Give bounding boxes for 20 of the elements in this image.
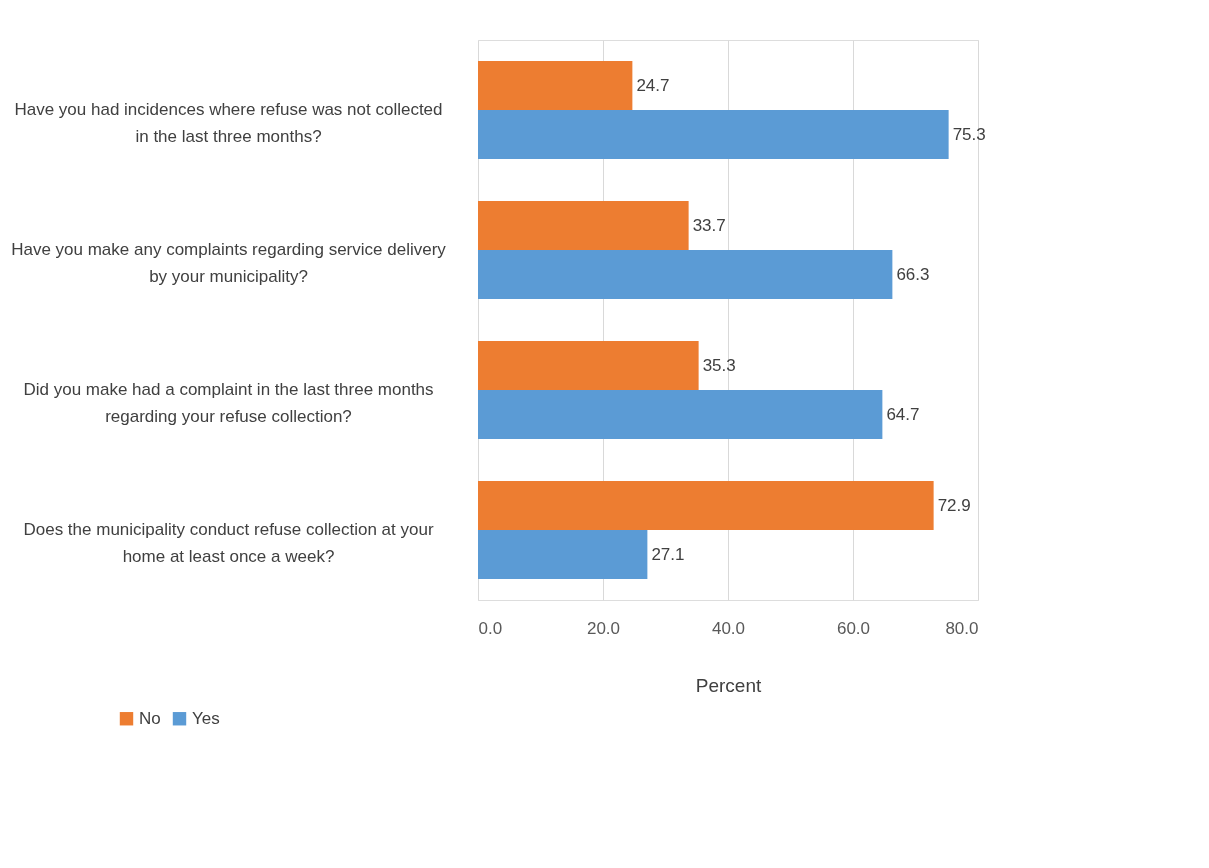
data-label: 72.9 xyxy=(937,495,971,515)
x-tick-label: 20.0 xyxy=(586,618,621,638)
y-tick-label: Have you make any complaints regarding service delivery by your municipality? xyxy=(11,240,447,286)
y-tick-label: Did you make had a complaint in the last three months regarding your refuse collection? xyxy=(23,380,434,426)
x-tick-label: 40.0 xyxy=(711,618,746,638)
legend-label: No xyxy=(139,708,161,728)
data-label: 64.7 xyxy=(886,404,920,424)
x-tick-label: 80.0 xyxy=(945,618,979,638)
x-axis-title: Percent xyxy=(695,674,762,696)
x-tick-label: 0.0 xyxy=(478,618,503,638)
data-label: 27.1 xyxy=(651,544,685,564)
data-label: 75.3 xyxy=(952,124,986,144)
legend-label: Yes xyxy=(192,708,220,728)
data-label: 24.7 xyxy=(636,75,670,95)
x-tick-label: 60.0 xyxy=(836,618,871,638)
data-label: 33.7 xyxy=(692,215,726,235)
y-tick-label: Have you had incidences where refuse was not collected in the last three months? xyxy=(14,100,443,146)
y-tick-label: Does the municipality conduct refuse collection at your home at least once a week? xyxy=(23,520,434,566)
data-label: 35.3 xyxy=(702,355,736,375)
data-label: 66.3 xyxy=(896,264,930,284)
